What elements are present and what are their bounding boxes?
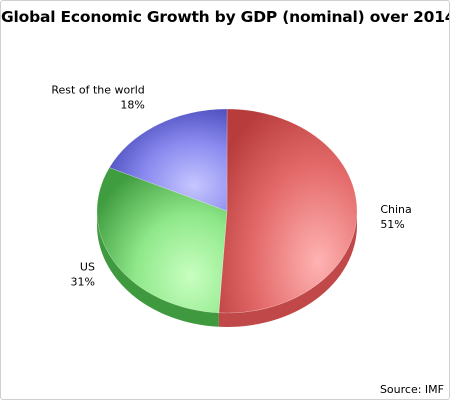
slice-name-rest-of-the-world: Rest of the world [51, 83, 144, 96]
pie-slice-us[interactable] [96, 167, 228, 314]
chart-title: Global Economic Growth by GDP (nominal) … [1, 8, 450, 26]
slice-value-us: 31% [71, 275, 95, 288]
slice-name-china: China [380, 203, 411, 216]
pie-side-china [218, 211, 357, 327]
pie-labels: China 51% US 31% Rest of the world 18% [51, 83, 411, 288]
pie-slice-rest-of-the-world[interactable] [108, 108, 228, 212]
pie-slice-china[interactable] [218, 108, 358, 314]
slice-value-rest-of-the-world: 18% [120, 98, 144, 111]
source-note: Source: IMF [379, 383, 444, 396]
pie-tops [96, 108, 358, 314]
pie-sides [97, 211, 357, 327]
slice-name-us: US [80, 260, 95, 273]
pie-side-us [97, 211, 219, 327]
slice-value-china: 51% [380, 218, 404, 231]
